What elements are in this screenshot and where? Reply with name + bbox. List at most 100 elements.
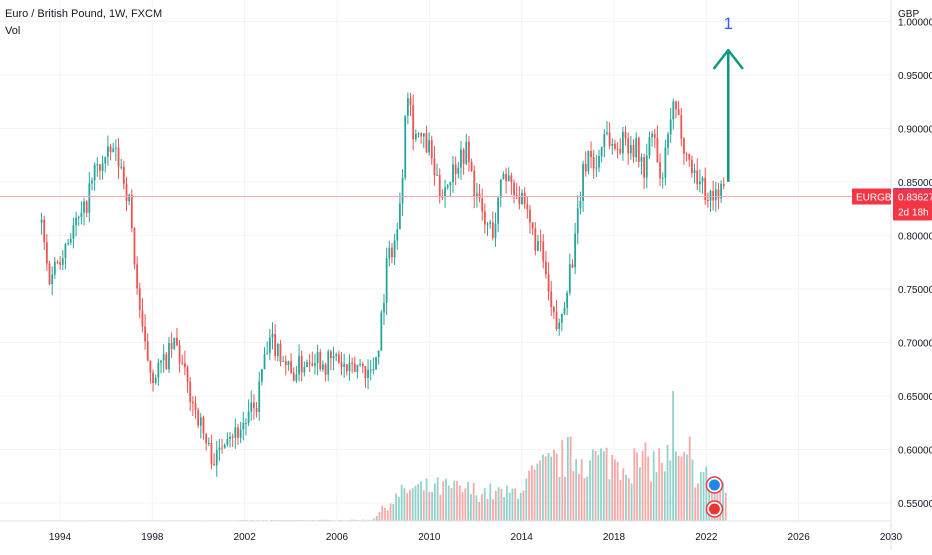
volume-bar [564, 477, 566, 521]
candle-body [664, 147, 667, 178]
volume-bar [414, 485, 417, 521]
candle-body [80, 212, 83, 218]
candle-body [247, 411, 250, 423]
candle-body [72, 225, 75, 239]
price-tick-label: 0.60000 [898, 445, 932, 456]
volume-bar [506, 485, 508, 521]
volume-bar [456, 481, 458, 521]
candle-body [51, 274, 54, 285]
candle-body [348, 362, 351, 372]
candle-body [56, 261, 59, 263]
candle-body [473, 170, 476, 197]
price-tick-label: 0.90000 [898, 124, 932, 135]
candle-body [547, 274, 550, 292]
candle-body [677, 109, 680, 116]
candle-body [237, 427, 239, 438]
candle-body [107, 146, 109, 158]
candle-body [128, 194, 131, 202]
candle-body [324, 364, 327, 375]
candle-body [221, 447, 223, 449]
candle-body [637, 137, 640, 162]
price-tick-label: 0.75000 [898, 285, 932, 296]
annotation-label[interactable]: 1 [724, 14, 733, 33]
candle-body [202, 417, 205, 434]
volume-bar [578, 473, 580, 521]
volume-bar [663, 471, 666, 521]
candle-body [675, 101, 677, 110]
indicator-label[interactable]: Vol [5, 25, 21, 37]
time-tick-label: 2002 [234, 532, 257, 543]
economic-event-markers[interactable] [705, 476, 724, 518]
symbol-label: EURGBP [856, 193, 899, 204]
volume-bar [458, 485, 461, 521]
candle-body [77, 217, 80, 219]
volume-bar [433, 483, 436, 521]
candle-body [319, 352, 322, 370]
candle-body [672, 101, 675, 120]
candle-body [462, 149, 465, 164]
candle-body [391, 247, 393, 258]
candle-body [306, 362, 308, 368]
candle-body [430, 140, 433, 159]
candle-body [207, 443, 210, 445]
candle-body [425, 133, 428, 153]
candle-body [438, 174, 441, 197]
candle-body [486, 224, 489, 226]
candle-body [343, 364, 346, 367]
candle-body [667, 134, 669, 148]
candle-body [173, 337, 176, 349]
candle-body [170, 342, 173, 349]
volume-bar [375, 515, 378, 521]
axis-currency-label: GBP [898, 9, 919, 20]
candle-body [239, 429, 242, 438]
candle-body [582, 163, 584, 201]
volume-bar [409, 489, 411, 521]
candle-body [234, 427, 237, 438]
volume-bar [633, 448, 636, 521]
volume-bar [683, 452, 686, 521]
volume-bar [583, 478, 586, 521]
candle-body [168, 342, 170, 370]
volume-bar [674, 451, 677, 521]
candle-body [130, 194, 133, 229]
volume-bar [680, 456, 683, 521]
volume-bar [378, 512, 381, 521]
grid-lines [0, 0, 892, 521]
uk-event-marker[interactable] [705, 500, 724, 518]
candle-body [353, 363, 356, 372]
volume-bar [384, 507, 386, 521]
candle-body [303, 367, 306, 373]
volume-bar [469, 494, 472, 521]
eu-event-marker[interactable] [705, 476, 724, 494]
price-axis[interactable]: 1.00000 0.95000 0.90000 0.85000 0.80000 0.750… [890, 0, 932, 550]
candle-body [364, 366, 367, 379]
volume-bar [411, 488, 414, 521]
volume-bar [464, 488, 467, 521]
flag-icon [708, 503, 720, 515]
candle-body [199, 417, 202, 426]
up-arrow-annotation[interactable] [713, 48, 744, 182]
volume-bar [614, 459, 616, 521]
candle-body [388, 247, 391, 259]
candle-body [656, 137, 659, 163]
volume-bar [650, 481, 652, 521]
volume-bar [373, 518, 375, 521]
volume-bar [580, 459, 583, 521]
candle-body [457, 167, 460, 174]
candle-body [61, 258, 64, 265]
candle-body [608, 132, 611, 146]
volume-bar [483, 488, 486, 521]
volume-bar [597, 454, 600, 521]
candle-body [579, 200, 582, 208]
candle-body [720, 183, 723, 199]
time-axis[interactable]: 1994 1998 2002 2006 2010 2014 2018 2022 2026 2030 [0, 520, 903, 543]
volume-bar [536, 463, 539, 521]
candle-body [271, 333, 274, 338]
candle-body [332, 355, 335, 359]
candle-body [181, 362, 184, 364]
chart-title[interactable]: Euro / British Pound, 1W, FXCM [5, 8, 163, 20]
candle-body [165, 354, 168, 370]
volume-bar [647, 456, 650, 521]
candle-body [136, 264, 139, 289]
